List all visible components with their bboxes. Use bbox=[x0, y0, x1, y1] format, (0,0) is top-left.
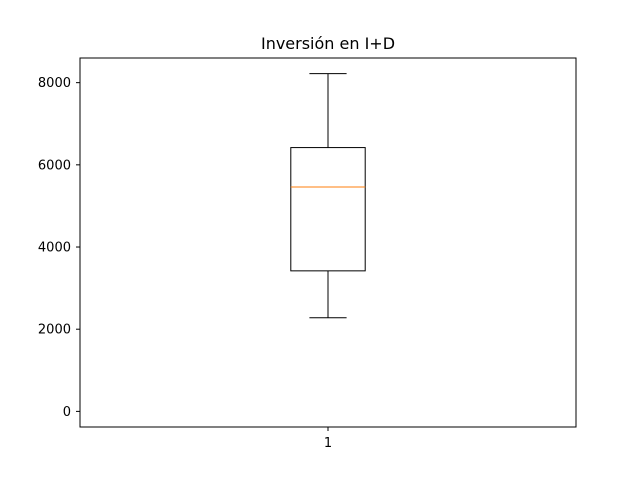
plot-area: 0 2000 4000 6000 8000 1 bbox=[38, 73, 366, 451]
axes-frame bbox=[79, 57, 577, 428]
y-tick-label: 0 bbox=[63, 405, 71, 420]
y-tick-label: 4000 bbox=[38, 241, 71, 256]
y-tick-label: 6000 bbox=[38, 158, 71, 173]
interquartile-box bbox=[290, 147, 366, 272]
y-tick-label: 2000 bbox=[38, 323, 71, 338]
y-tick-label: 8000 bbox=[38, 76, 71, 91]
chart-title: Inversión en I+D bbox=[261, 34, 395, 53]
x-tick-label: 1 bbox=[324, 436, 332, 451]
